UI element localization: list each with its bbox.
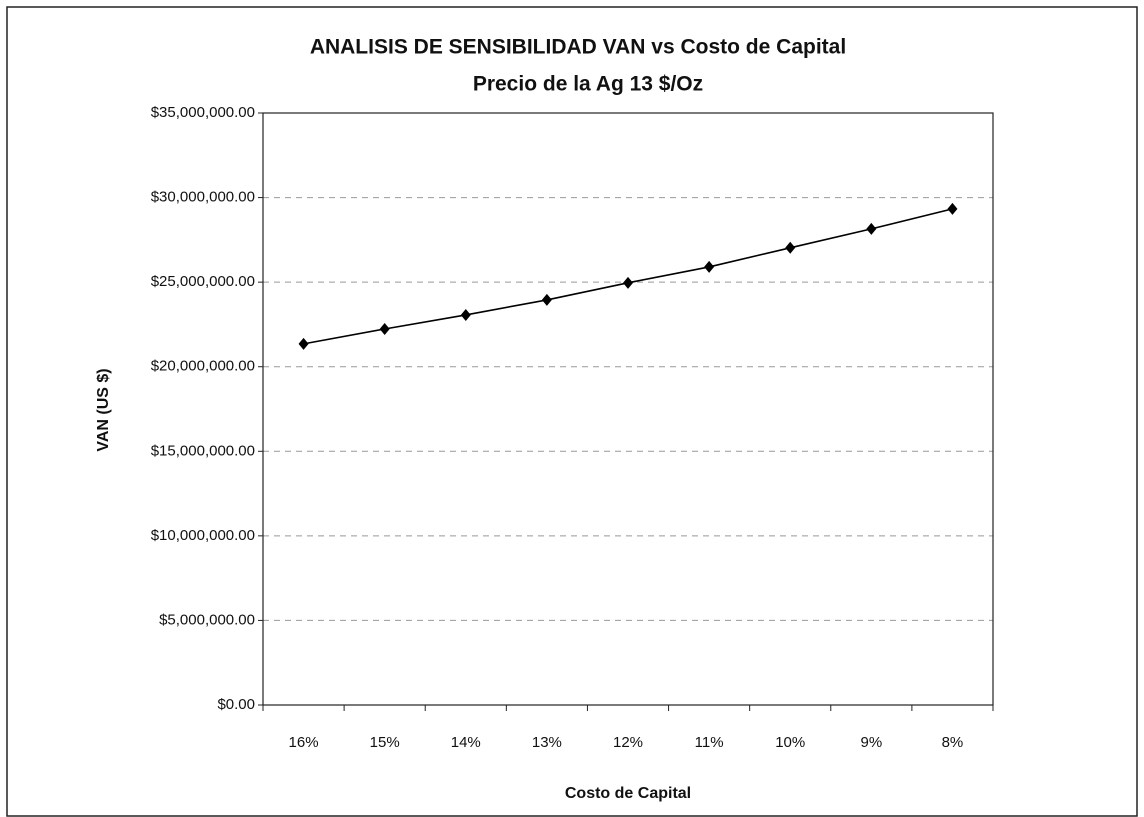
y-axis-title: VAN (US $): [95, 368, 112, 451]
x-tick-label: 13%: [532, 734, 562, 751]
y-tick-label: $0.00: [217, 696, 255, 713]
x-tick-label: 11%: [695, 734, 724, 751]
x-tick-label: 15%: [370, 734, 400, 751]
y-tick-label: $5,000,000.00: [159, 611, 255, 628]
series-line: [303, 208, 953, 345]
chart-frame: [6, 6, 1138, 817]
y-tick-label: $25,000,000.00: [151, 273, 255, 290]
data-point: [298, 337, 309, 350]
x-tick-label: 12%: [613, 734, 643, 751]
data-point: [866, 222, 877, 235]
data-point: [623, 276, 633, 289]
data-point: [460, 308, 471, 321]
x-tick-label: 16%: [289, 734, 319, 751]
chart-subtitle: Precio de la Ag 13 $/Oz: [473, 73, 703, 96]
x-axis-title: Costo de Capital: [565, 785, 691, 802]
data-point: [704, 260, 715, 273]
data-point: [541, 293, 552, 306]
data-point: [785, 241, 796, 254]
y-tick-label: $20,000,000.00: [151, 358, 255, 375]
x-tick-label: 8%: [942, 734, 964, 751]
chart-title: ANALISIS DE SENSIBILIDAD VAN vs Costo de…: [310, 36, 846, 59]
x-tick-label: 14%: [451, 734, 481, 751]
data-point: [379, 322, 390, 335]
y-tick-label: $10,000,000.00: [151, 527, 255, 544]
data-point: [947, 202, 958, 215]
plot-frame: [262, 112, 994, 706]
y-tick-label: $35,000,000.00: [151, 104, 255, 121]
x-tick-label: 10%: [775, 734, 805, 751]
y-tick-label: $15,000,000.00: [151, 442, 255, 459]
x-tick-label: 9%: [860, 734, 882, 751]
y-tick-label: $30,000,000.00: [151, 189, 255, 206]
